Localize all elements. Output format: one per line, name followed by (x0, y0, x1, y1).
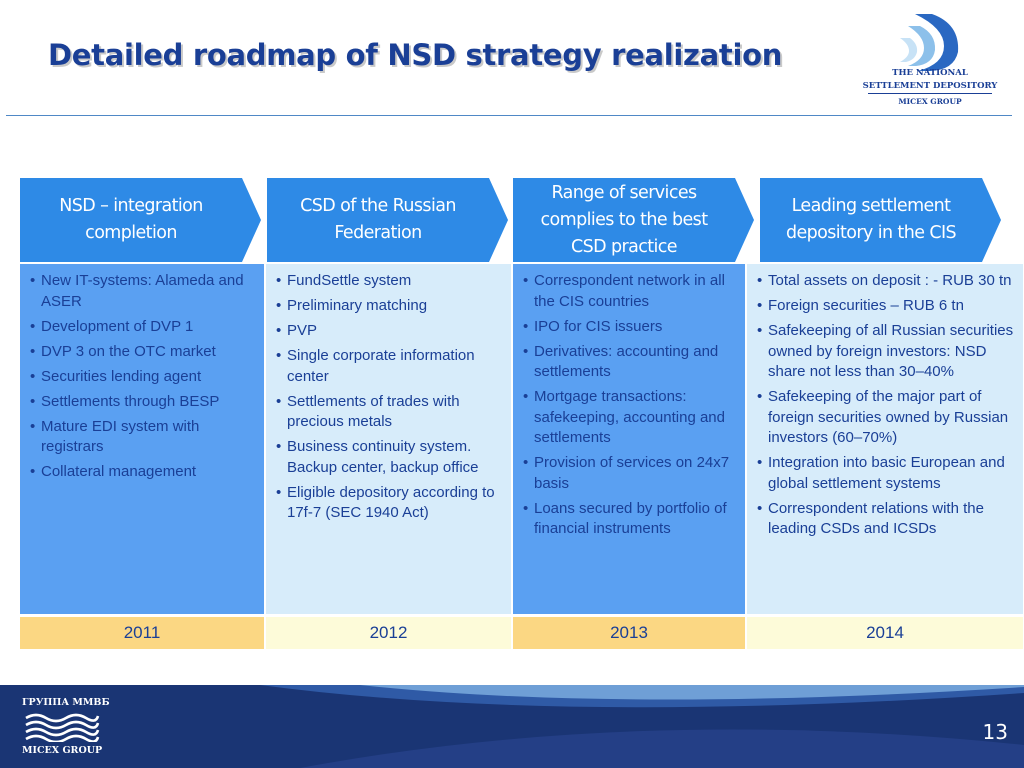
list-item: Integration into basic European and glob… (757, 453, 1019, 494)
footer-wave-background (0, 685, 1024, 768)
list-item: Securities lending agent (30, 367, 260, 388)
footer-bar: ГРУППА ММВБ MICEX GROUP (0, 685, 1024, 768)
year-label-2014: 2014 (747, 617, 1023, 649)
list-item: Collateral management (30, 462, 260, 483)
list-item: Preliminary matching (276, 296, 507, 317)
page-title: Detailed roadmap of NSD strategy realiza… (48, 38, 783, 72)
stage-header-2013: Range of services complies to the best C… (513, 178, 754, 262)
stage-header-label: NSD – integration completion (59, 196, 203, 243)
chevron-arrow-shape (513, 178, 754, 262)
list-item: Settlements of trades with precious meta… (276, 392, 507, 433)
list-item: Mature EDI system with registrars (30, 417, 260, 458)
list-item: Derivatives: accounting and settlements (523, 342, 741, 383)
list-item: Correspondent relations with the leading… (757, 499, 1019, 540)
stage-item-list: New IT-systems: Alameda and ASER Develop… (20, 264, 264, 483)
year-label-2013: 2013 (513, 617, 745, 649)
page-number: 13 (982, 720, 1008, 744)
micex-logo-icon (25, 713, 100, 742)
nsd-logo-icon (900, 14, 959, 71)
list-item: Foreign securities – RUB 6 tn (757, 296, 1019, 317)
stage-column-2013: Correspondent network in all the CIS cou… (513, 264, 745, 614)
stage-header-2012: CSD of the Russian Federation (267, 178, 508, 262)
nsd-logo: THE NATIONAL SETTLEMENT DEPOSITORY MICEX… (860, 8, 1000, 108)
list-item: Loans secured by portfolio of financial … (523, 499, 741, 540)
list-item: Safekeeping of the major part of foreign… (757, 387, 1019, 449)
stage-item-list: FundSettle system Preliminary matching P… (266, 264, 511, 524)
micex-logo-text-en: MICEX GROUP (22, 745, 103, 756)
list-item: Total assets on deposit : - RUB 30 tn (757, 271, 1019, 292)
title-divider (6, 115, 1012, 116)
logo-divider (868, 93, 992, 94)
list-item: IPO for CIS issuers (523, 317, 741, 338)
micex-logo-text-ru: ГРУППА ММВБ (22, 697, 110, 708)
list-item: Provision of services on 24x7 basis (523, 453, 741, 494)
chevron-arrow-shape (760, 178, 1001, 262)
list-item: Eligible depository according to 17f-7 (… (276, 483, 507, 524)
list-item: Business continuity system. Backup cente… (276, 437, 507, 478)
logo-text-line3: MICEX GROUP (898, 97, 962, 106)
stage-column-2011: New IT-systems: Alameda and ASER Develop… (20, 264, 264, 614)
stage-item-list: Correspondent network in all the CIS cou… (513, 264, 745, 540)
stage-column-2012: FundSettle system Preliminary matching P… (266, 264, 511, 614)
stage-item-list: Total assets on deposit : - RUB 30 tn Fo… (747, 264, 1023, 540)
list-item: Correspondent network in all the CIS cou… (523, 271, 741, 312)
stage-header-label: CSD of the Russian Federation (300, 196, 456, 243)
year-label-2012: 2012 (266, 617, 511, 649)
list-item: New IT-systems: Alameda and ASER (30, 271, 260, 312)
list-item: Single corporate information center (276, 346, 507, 387)
list-item: PVP (276, 321, 507, 342)
list-item: Mortgage transactions: safekeeping, acco… (523, 387, 741, 449)
stage-header-2011: NSD – integration completion (20, 178, 261, 262)
stage-header-2014: Leading settlement depository in the CIS (760, 178, 1001, 262)
stage-header-label: Leading settlement depository in the CIS (785, 196, 957, 243)
chevron-arrow-shape (267, 178, 508, 262)
logo-text-line1: THE NATIONAL (892, 68, 968, 78)
list-item: Settlements through BESP (30, 392, 260, 413)
chevron-arrow-shape (20, 178, 261, 262)
list-item: Development of DVP 1 (30, 317, 260, 338)
stage-column-2014: Total assets on deposit : - RUB 30 tn Fo… (747, 264, 1023, 614)
list-item: DVP 3 on the OTC market (30, 342, 260, 363)
list-item: FundSettle system (276, 271, 507, 292)
stage-header-label: Range of services complies to the best C… (540, 182, 709, 257)
year-label-2011: 2011 (20, 617, 264, 649)
logo-text-line2: SETTLEMENT DEPOSITORY (862, 81, 998, 91)
list-item: Safekeeping of all Russian securities ow… (757, 321, 1019, 383)
